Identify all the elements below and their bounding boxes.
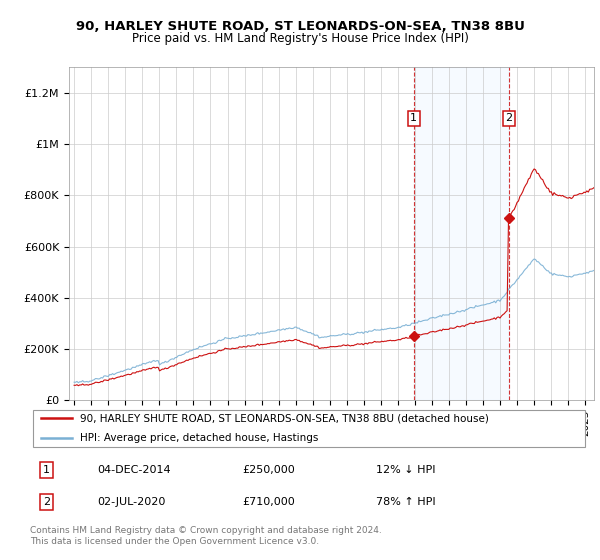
- FancyBboxPatch shape: [33, 410, 585, 447]
- Text: 04-DEC-2014: 04-DEC-2014: [97, 465, 170, 475]
- Text: 02-JUL-2020: 02-JUL-2020: [97, 497, 166, 507]
- Text: 2: 2: [43, 497, 50, 507]
- Text: 1: 1: [43, 465, 50, 475]
- Text: 90, HARLEY SHUTE ROAD, ST LEONARDS-ON-SEA, TN38 8BU (detached house): 90, HARLEY SHUTE ROAD, ST LEONARDS-ON-SE…: [80, 413, 489, 423]
- Text: Price paid vs. HM Land Registry's House Price Index (HPI): Price paid vs. HM Land Registry's House …: [131, 32, 469, 45]
- Text: 1: 1: [410, 114, 417, 123]
- Text: 90, HARLEY SHUTE ROAD, ST LEONARDS-ON-SEA, TN38 8BU: 90, HARLEY SHUTE ROAD, ST LEONARDS-ON-SE…: [76, 20, 524, 32]
- Text: Contains HM Land Registry data © Crown copyright and database right 2024.
This d: Contains HM Land Registry data © Crown c…: [30, 526, 382, 546]
- Text: HPI: Average price, detached house, Hastings: HPI: Average price, detached house, Hast…: [80, 433, 319, 443]
- Text: £710,000: £710,000: [242, 497, 295, 507]
- Text: 2: 2: [505, 114, 512, 123]
- Bar: [413, 67, 509, 400]
- Text: £250,000: £250,000: [242, 465, 295, 475]
- Text: 12% ↓ HPI: 12% ↓ HPI: [376, 465, 436, 475]
- Text: 78% ↑ HPI: 78% ↑ HPI: [376, 497, 436, 507]
